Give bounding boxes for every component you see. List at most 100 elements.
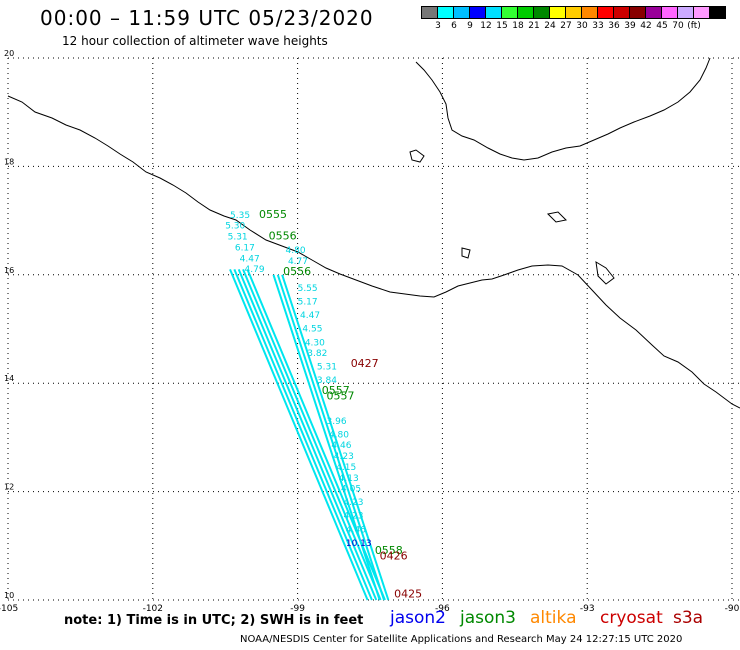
- legend-jason2: jason2: [390, 608, 446, 628]
- colorbar-swatch: [677, 6, 694, 19]
- ground-track: [233, 268, 373, 601]
- colorbar-swatch: [661, 6, 678, 19]
- wave-height-label: 4.30: [305, 338, 325, 348]
- wave-height-label: 5.35: [230, 211, 250, 221]
- wave-height-label: 10.13: [346, 539, 372, 549]
- coastline-mexico: [7, 95, 740, 409]
- wave-height-label: 5.55: [298, 284, 318, 294]
- map-grid: -105 -102 -99 -96 -93 -90 20 18 16 14 12 10: [0, 49, 740, 614]
- colorbar-swatch: [693, 6, 710, 19]
- ground-track: [276, 274, 385, 601]
- wave-height-label: 6.17: [235, 243, 255, 253]
- lake-small: [546, 211, 568, 223]
- colorbar-swatch: [709, 6, 726, 19]
- colorbar-label: 39: [624, 21, 636, 31]
- colorbar-swatch: [597, 6, 614, 19]
- coastline-yucatan: [415, 57, 711, 161]
- footer-credit: NOAA/NESDIS Center for Satellite Applica…: [240, 634, 683, 645]
- colorbar-swatch: [549, 6, 566, 19]
- colorbar-label: 45: [656, 21, 668, 31]
- wave-height-label: 4.55: [302, 325, 322, 335]
- colorbar-swatch: [501, 6, 518, 19]
- colorbar-swatch: [517, 6, 534, 19]
- units-note: note: 1) Time is in UTC; 2) SWH is in fe…: [64, 613, 364, 628]
- legend-altika: altika: [530, 608, 577, 628]
- wave-height-label: 4.47: [240, 254, 260, 264]
- lake-nicaragua: [595, 261, 615, 285]
- lat-tick-label: 10: [4, 591, 14, 600]
- ground-track: [237, 268, 378, 601]
- colorbar-label: 70: [672, 21, 684, 31]
- wave-height-label: 4.05: [341, 485, 361, 495]
- page-title: 00:00 – 11:59 UTC 05/23/2020: [40, 6, 374, 30]
- wave-height-label: 4.15: [336, 463, 356, 473]
- pass-time-label: 0556: [269, 230, 297, 243]
- wave-height-label: 3.82: [307, 349, 327, 359]
- pass-time-label: 0426: [380, 549, 408, 562]
- colorbar-label: 9: [467, 21, 473, 31]
- wave-height-label: 4.23: [343, 498, 363, 508]
- pass-time-label: 0557: [327, 389, 355, 402]
- pass-time-label: 0556: [283, 265, 311, 278]
- pass-time-label: 0427: [351, 357, 379, 370]
- colorbar-swatch: [581, 6, 598, 19]
- legend-jason3: jason3: [460, 608, 516, 628]
- lake-guatemala: [461, 247, 471, 259]
- colorbar-label: 42: [640, 21, 652, 31]
- colorbar-swatch: [421, 6, 438, 19]
- ground-track: [281, 274, 390, 601]
- colorbar-swatch: [453, 6, 470, 19]
- colorbar-label: 6: [451, 21, 457, 31]
- colorbar-label: 33: [592, 21, 604, 31]
- colorbar-label: 30: [576, 21, 588, 31]
- colorbar-swatch: [533, 6, 550, 19]
- colorbar-label: 36: [608, 21, 620, 31]
- colorbar-swatch: [437, 6, 454, 19]
- colorbar-label: (ft): [687, 21, 701, 31]
- colorbar-swatch: [629, 6, 646, 19]
- lat-tick-label: 16: [4, 266, 14, 275]
- colorbar-label: 24: [544, 21, 556, 31]
- colorbar-swatch: [485, 6, 502, 19]
- wave-height-label: 4.80: [329, 430, 349, 440]
- wave-height-label: 3.96: [327, 417, 347, 427]
- lat-tick-label: 12: [4, 483, 14, 492]
- island-cozumel: [409, 149, 425, 163]
- colorbar-label: 27: [560, 21, 572, 31]
- colorbar-label: 12: [480, 21, 492, 31]
- wave-height-label: 5.31: [228, 233, 248, 243]
- wave-height-label: 3.84: [317, 376, 337, 386]
- colorbar-label: 3: [435, 21, 441, 31]
- colorbar-swatch: [469, 6, 486, 19]
- pass-time-label: 0425: [394, 587, 422, 600]
- colorbar-label: 15: [496, 21, 508, 31]
- wave-height-label: 4.46: [346, 525, 366, 535]
- wave-height-label: 4.77: [288, 257, 308, 267]
- legend-cryosat: cryosat: [600, 608, 663, 628]
- altimeter-tracks: [229, 268, 390, 601]
- pass-time-label: 0557: [322, 384, 350, 397]
- colorbar-swatch: [645, 6, 662, 19]
- lon-tick-label: -102: [143, 604, 163, 614]
- lon-tick-label: -96: [435, 604, 450, 614]
- wave-height-label: 4.13: [339, 474, 359, 484]
- wave-height-label: 5.31: [317, 363, 337, 373]
- page-subtitle: 12 hour collection of altimeter wave hei…: [62, 34, 328, 48]
- pass-time-label: 0558: [375, 544, 403, 557]
- lon-tick-label: -99: [290, 604, 305, 614]
- wave-height-label: 4.80: [286, 246, 306, 256]
- track-labels: 5.355.305.316.174.474.794.804.775.555.17…: [225, 208, 422, 600]
- wave-height-label: 5.17: [298, 298, 318, 308]
- colorbar-label: 18: [512, 21, 524, 31]
- pass-time-label: 0555: [259, 208, 287, 221]
- ground-track: [229, 268, 369, 601]
- wave-height-label: 4.47: [300, 311, 320, 321]
- wave-height-label: 4.46: [331, 441, 351, 451]
- lat-tick-label: 18: [4, 157, 14, 166]
- wave-height-label: 4.23: [334, 452, 354, 462]
- wave-height-label: 4.79: [245, 265, 265, 275]
- lon-tick-label: -105: [0, 604, 18, 614]
- ground-track: [242, 268, 382, 601]
- legend-s3a: s3a: [673, 608, 704, 628]
